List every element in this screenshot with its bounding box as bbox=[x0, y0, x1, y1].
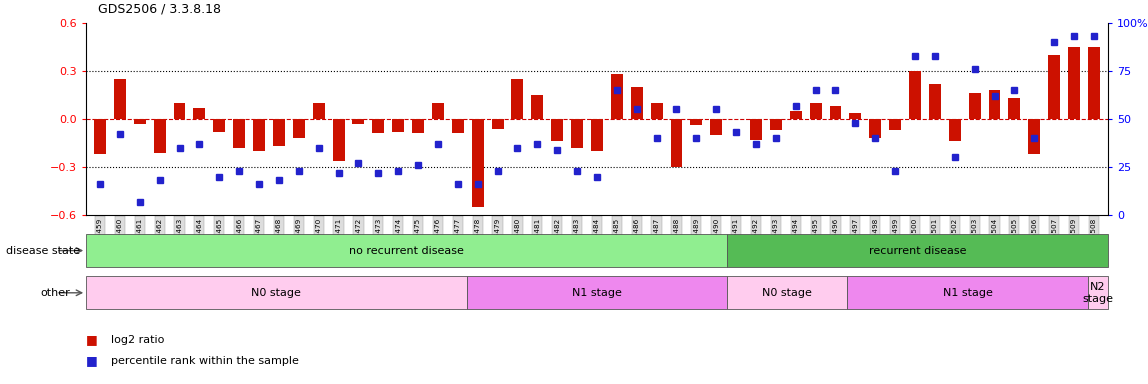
Bar bbox=[750, 119, 762, 140]
Bar bbox=[809, 103, 822, 119]
Bar bbox=[670, 119, 682, 167]
Bar bbox=[86, 234, 727, 267]
Bar bbox=[1029, 119, 1040, 154]
Bar bbox=[1088, 276, 1108, 309]
Bar bbox=[988, 90, 1000, 119]
Bar bbox=[333, 119, 344, 161]
Bar bbox=[312, 103, 325, 119]
Bar bbox=[571, 119, 583, 148]
Bar bbox=[173, 103, 186, 119]
Text: ■: ■ bbox=[86, 354, 98, 367]
Bar bbox=[770, 119, 782, 130]
Text: N1 stage: N1 stage bbox=[943, 288, 993, 298]
Bar bbox=[512, 79, 523, 119]
Bar bbox=[611, 74, 623, 119]
Bar bbox=[393, 119, 404, 132]
Bar bbox=[273, 119, 285, 146]
Bar bbox=[651, 103, 662, 119]
Text: no recurrent disease: no recurrent disease bbox=[349, 245, 464, 256]
Bar bbox=[432, 103, 444, 119]
Bar bbox=[86, 276, 467, 309]
Bar bbox=[929, 84, 941, 119]
Bar bbox=[253, 119, 265, 151]
Bar bbox=[352, 119, 364, 124]
Bar bbox=[472, 119, 483, 207]
Bar bbox=[452, 119, 464, 134]
Bar bbox=[154, 119, 165, 153]
Text: N0 stage: N0 stage bbox=[251, 288, 302, 298]
Bar bbox=[1068, 47, 1080, 119]
Bar bbox=[630, 87, 643, 119]
Bar bbox=[969, 93, 980, 119]
Bar bbox=[948, 119, 961, 141]
Bar bbox=[909, 71, 921, 119]
Bar bbox=[114, 79, 126, 119]
Bar bbox=[491, 119, 504, 129]
Bar bbox=[412, 119, 424, 134]
Bar bbox=[890, 119, 901, 130]
Bar bbox=[1088, 47, 1100, 119]
Text: ■: ■ bbox=[86, 333, 98, 346]
Text: N2
stage: N2 stage bbox=[1083, 282, 1114, 304]
Text: log2 ratio: log2 ratio bbox=[111, 335, 164, 345]
Bar bbox=[847, 276, 1088, 309]
Bar bbox=[467, 276, 727, 309]
Bar bbox=[1048, 55, 1060, 119]
Bar bbox=[94, 119, 106, 154]
Bar bbox=[293, 119, 304, 138]
Bar bbox=[551, 119, 564, 141]
Text: disease state: disease state bbox=[6, 245, 80, 256]
Bar bbox=[194, 108, 205, 119]
Text: recurrent disease: recurrent disease bbox=[869, 245, 967, 256]
Bar bbox=[591, 119, 603, 151]
Text: percentile rank within the sample: percentile rank within the sample bbox=[111, 356, 300, 366]
Text: GDS2506 / 3.3.8.18: GDS2506 / 3.3.8.18 bbox=[98, 2, 220, 15]
Bar bbox=[850, 113, 861, 119]
Bar bbox=[790, 111, 801, 119]
Bar bbox=[727, 276, 847, 309]
Bar bbox=[727, 234, 1108, 267]
Bar bbox=[233, 119, 246, 148]
Bar bbox=[869, 119, 882, 138]
Text: N1 stage: N1 stage bbox=[572, 288, 622, 298]
Bar bbox=[711, 119, 722, 135]
Bar bbox=[1008, 98, 1021, 119]
Bar bbox=[214, 119, 225, 132]
Bar bbox=[532, 95, 543, 119]
Bar bbox=[372, 119, 385, 134]
Bar bbox=[134, 119, 146, 124]
Text: N0 stage: N0 stage bbox=[762, 288, 813, 298]
Bar bbox=[830, 106, 841, 119]
Bar bbox=[690, 119, 703, 126]
Text: other: other bbox=[40, 288, 70, 298]
